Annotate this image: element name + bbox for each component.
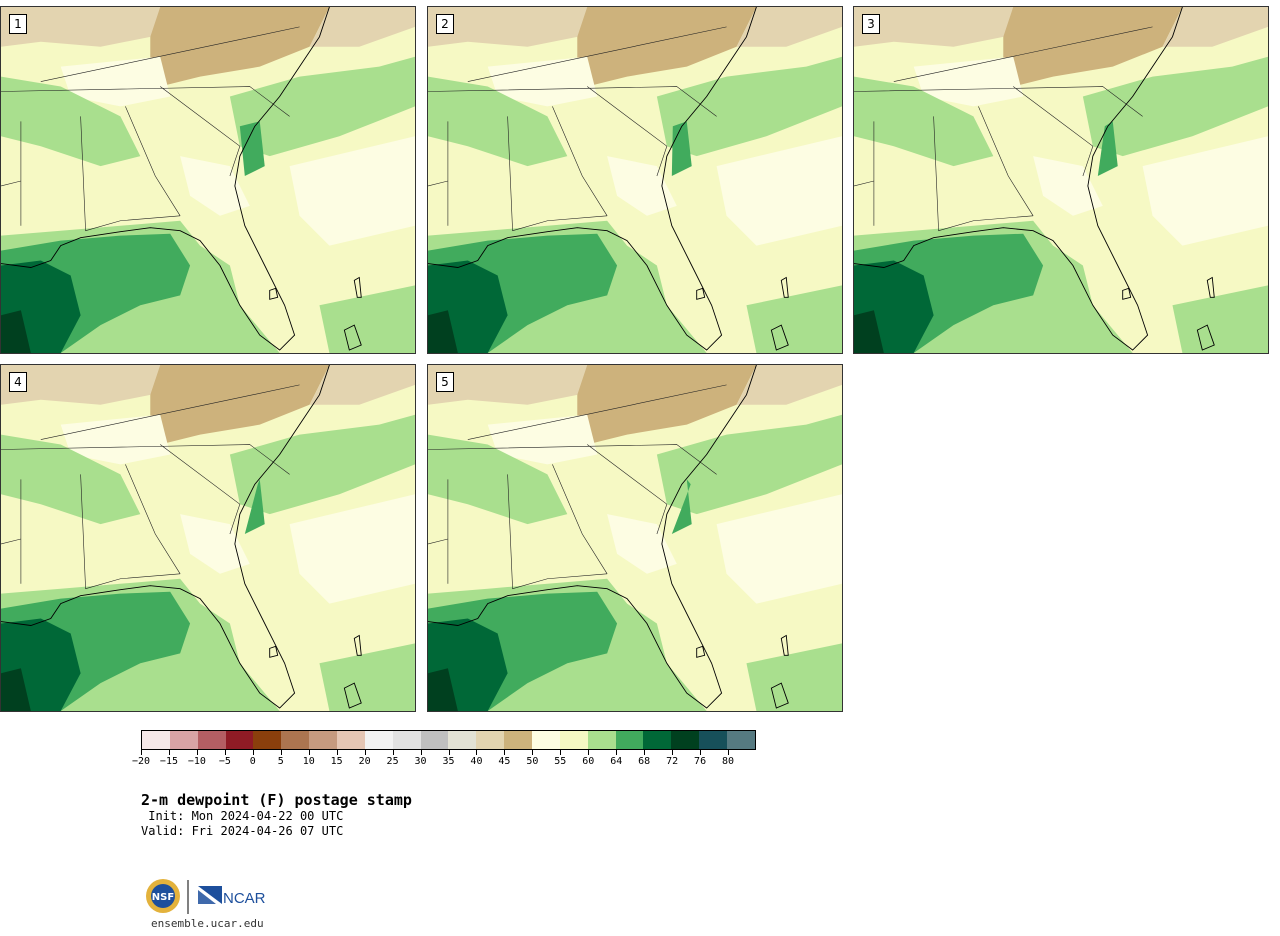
colorbar-tick xyxy=(532,750,534,755)
colorbar-tick-label: 30 xyxy=(414,756,427,767)
colorbar-segment xyxy=(420,731,449,749)
member-number-label: 3 xyxy=(862,14,880,34)
colorbar-tick xyxy=(420,750,422,755)
colorbar-tick xyxy=(728,750,730,755)
colorbar-tick-label: 76 xyxy=(694,756,707,767)
logos: NSF NCAR xyxy=(144,876,284,918)
colorbar-tick xyxy=(504,750,506,755)
ensemble-member-panel: 5 xyxy=(427,364,843,712)
colorbar-tick-label: 64 xyxy=(610,756,623,767)
member-number-label: 1 xyxy=(9,14,27,34)
colorbar-segment xyxy=(142,731,170,749)
colorbar xyxy=(141,730,756,750)
colorbar-segment xyxy=(448,731,477,749)
colorbar-tick xyxy=(364,750,366,755)
colorbar-tick xyxy=(252,750,254,755)
colorbar-tick xyxy=(336,750,338,755)
colorbar-segment xyxy=(309,731,338,749)
nsf-logo-text: NSF xyxy=(152,892,174,903)
colorbar-tick xyxy=(392,750,394,755)
ensemble-member-panel: 3 xyxy=(853,6,1269,354)
colorbar-tick-label: 80 xyxy=(722,756,735,767)
colorbar-tick xyxy=(560,750,562,755)
colorbar-segment xyxy=(671,731,700,749)
colorbar-segment xyxy=(169,731,198,749)
nsf-logo-icon: NSF xyxy=(146,879,180,913)
ncar-logo-text: NCAR xyxy=(223,890,266,907)
colorbar-segment xyxy=(615,731,644,749)
colorbar-tick xyxy=(672,750,674,755)
colorbar-segment xyxy=(727,731,755,749)
colorbar-tick xyxy=(280,750,282,755)
colorbar-tick-label: −20 xyxy=(131,756,151,767)
plot-title: 2-m dewpoint (F) postage stamp xyxy=(141,791,412,809)
colorbar-tick xyxy=(700,750,702,755)
ncar-logo-icon: NCAR xyxy=(198,886,266,907)
colorbar-tick xyxy=(644,750,646,755)
colorbar-segment xyxy=(281,731,310,749)
colorbar-tick-label: 40 xyxy=(470,756,483,767)
colorbar-tick-label: 60 xyxy=(582,756,595,767)
colorbar-tick-label: 68 xyxy=(638,756,651,767)
colorbar-tick-label: 25 xyxy=(386,756,399,767)
colorbar-tick xyxy=(476,750,478,755)
valid-time: Valid: Fri 2024-04-26 07 UTC xyxy=(141,824,344,838)
colorbar-tick xyxy=(141,750,142,755)
colorbar-tick-label: 50 xyxy=(526,756,539,767)
colorbar-tick-label: 10 xyxy=(302,756,315,767)
colorbar-tick-label: 15 xyxy=(330,756,343,767)
site-url[interactable]: ensemble.ucar.edu xyxy=(151,917,264,930)
colorbar-segment xyxy=(197,731,226,749)
colorbar-segment xyxy=(504,731,533,749)
colorbar-tick-label: 72 xyxy=(666,756,679,767)
colorbar-segment xyxy=(559,731,588,749)
member-number-label: 5 xyxy=(436,372,454,392)
colorbar-tick xyxy=(616,750,618,755)
colorbar-tick xyxy=(196,750,198,755)
colorbar-tick xyxy=(588,750,590,755)
colorbar-tick-label: 20 xyxy=(358,756,371,767)
dewpoint-map xyxy=(1,365,415,711)
init-time: Init: Mon 2024-04-22 00 UTC xyxy=(141,809,344,823)
colorbar-tick xyxy=(448,750,450,755)
colorbar-tick-label: 0 xyxy=(249,756,256,767)
colorbar-tick xyxy=(224,750,226,755)
colorbar-tick-label: 45 xyxy=(498,756,511,767)
colorbar-segment xyxy=(337,731,365,749)
ensemble-member-panel: 4 xyxy=(0,364,416,712)
colorbar-tick-label: 35 xyxy=(442,756,455,767)
colorbar-ticks: −20 −15 −10 −5 0 5 10 15 20 25 30 35 40 45 50 55 60 64 68 7… xyxy=(132,750,756,770)
colorbar-tick-label: −10 xyxy=(187,756,206,767)
colorbar-tick-label: −5 xyxy=(218,756,231,767)
colorbar-tick-label: 55 xyxy=(554,756,567,767)
member-number-label: 2 xyxy=(436,14,454,34)
colorbar-tick-label: 5 xyxy=(277,756,284,767)
ensemble-member-panel: 2 xyxy=(427,6,843,354)
colorbar-segment xyxy=(532,731,560,749)
member-number-label: 4 xyxy=(9,372,27,392)
colorbar-segment xyxy=(253,731,282,749)
ensemble-member-panel: 1 xyxy=(0,6,416,354)
colorbar-segment xyxy=(699,731,728,749)
colorbar-segment xyxy=(392,731,421,749)
colorbar-segment xyxy=(643,731,672,749)
dewpoint-map xyxy=(428,365,842,711)
dewpoint-map xyxy=(1,7,415,353)
dewpoint-map xyxy=(428,7,842,353)
colorbar-segment xyxy=(476,731,505,749)
colorbar-tick-label: −15 xyxy=(159,756,178,767)
dewpoint-map xyxy=(854,7,1268,353)
colorbar-segment xyxy=(225,731,254,749)
colorbar-tick xyxy=(168,750,170,755)
colorbar-segment xyxy=(587,731,616,749)
colorbar-segment xyxy=(364,731,393,749)
colorbar-tick xyxy=(308,750,310,755)
